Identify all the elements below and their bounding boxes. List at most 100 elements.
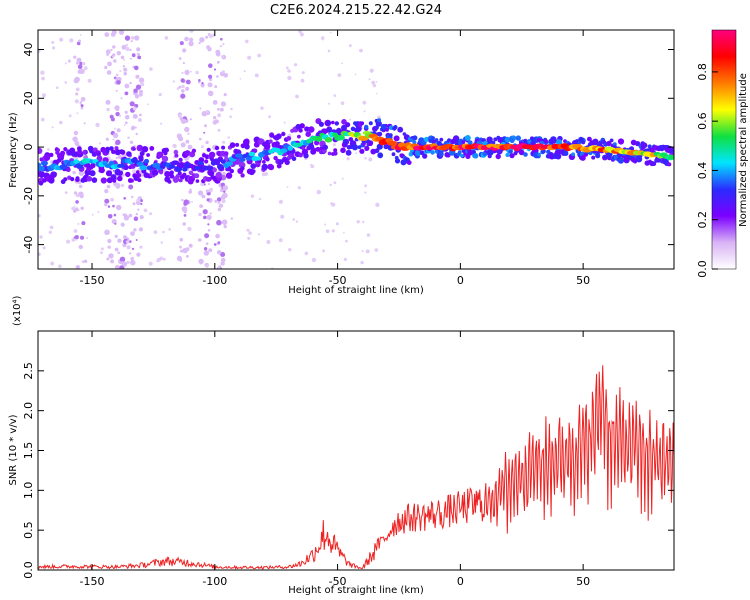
noise-point — [216, 197, 222, 202]
noise-point — [343, 231, 345, 234]
noise-point — [117, 251, 120, 254]
noise-point — [135, 132, 138, 136]
spectrum-point — [505, 152, 510, 158]
y-tick-label: 20 — [22, 91, 35, 105]
spectrum-peak — [217, 163, 223, 170]
noise-point — [198, 212, 202, 217]
noise-point — [104, 198, 110, 204]
spectrum-point — [357, 145, 362, 150]
noise-point — [74, 99, 79, 104]
spectrum-point — [606, 140, 612, 147]
spectrum-peak — [177, 162, 186, 169]
spectrum-peak — [239, 157, 246, 162]
noise-point — [341, 177, 344, 180]
spectrum-peak — [315, 136, 323, 142]
noise-point — [204, 247, 207, 250]
noise-point — [221, 219, 228, 225]
noise-point — [160, 241, 163, 244]
noise-point — [123, 59, 125, 61]
spectrum-point — [509, 153, 515, 159]
noise-point — [135, 212, 138, 216]
noise-point — [135, 84, 142, 90]
spectrum-peak — [212, 158, 221, 164]
noise-point — [104, 65, 108, 70]
noise-point — [222, 43, 225, 46]
noise-point — [200, 83, 205, 88]
noise-point — [105, 49, 111, 55]
noise-point — [337, 73, 342, 77]
noise-point — [116, 128, 121, 133]
spectrogram-panel: -150 -100 -50 0 50 -40 -20 0 20 40 Height of str… — [8, 29, 675, 296]
noise-point — [72, 136, 78, 142]
spectrum-point — [341, 119, 347, 125]
noise-point — [114, 185, 117, 188]
noise-point — [136, 47, 141, 52]
noise-point — [217, 250, 222, 255]
spectrum-point — [397, 126, 404, 133]
spectrum-point — [174, 153, 179, 158]
noise-point — [121, 44, 127, 50]
noise-point — [201, 145, 204, 149]
noise-point — [181, 71, 184, 74]
noise-point — [116, 51, 122, 56]
spectrum-point — [191, 148, 197, 153]
spectrum-point — [177, 171, 182, 176]
x-tick-label: -50 — [329, 274, 347, 287]
spectrum-point — [377, 152, 384, 159]
noise-point — [108, 253, 114, 259]
noise-point — [209, 34, 213, 39]
noise-point — [104, 189, 109, 194]
noise-point — [158, 93, 162, 97]
noise-point — [328, 102, 331, 105]
noise-point — [117, 238, 122, 243]
y-tick-label: 0 — [22, 144, 35, 151]
noise-point — [132, 106, 137, 111]
spectrum-point — [414, 149, 422, 156]
spectrum-point — [38, 181, 44, 186]
y-tick-label: 2.5 — [22, 362, 35, 380]
noise-point — [132, 169, 137, 174]
spectrum-point — [431, 136, 435, 141]
noise-point — [74, 207, 79, 212]
spectrum-point — [467, 140, 473, 146]
spectrum-point — [265, 157, 270, 162]
noise-point — [220, 37, 223, 41]
noise-point — [118, 30, 125, 35]
spectrum-point — [138, 157, 144, 162]
noise-point — [116, 73, 119, 77]
noise-point — [115, 264, 120, 269]
spectrum-point — [571, 152, 575, 157]
noise-point — [183, 199, 189, 205]
spectrum-point — [551, 137, 557, 144]
noise-point — [129, 57, 132, 60]
x-tick-label: 50 — [576, 575, 590, 588]
spectrum-point — [298, 152, 303, 158]
noise-point — [206, 198, 210, 202]
noise-point — [340, 101, 345, 105]
noise-point — [129, 81, 132, 85]
spectrum-point — [508, 149, 513, 154]
spectrum-point — [393, 135, 400, 142]
noise-point — [219, 185, 221, 188]
noise-point — [75, 92, 79, 96]
noise-point — [366, 233, 371, 237]
spectrum-point — [244, 144, 250, 150]
noise-point — [185, 209, 188, 212]
spectrum-point — [243, 138, 250, 146]
noise-point — [104, 203, 108, 207]
noise-point — [67, 59, 72, 63]
spectrum-point — [178, 178, 183, 183]
noise-point — [204, 233, 210, 239]
y-tick-label: -20 — [22, 187, 35, 205]
noise-point — [364, 184, 367, 188]
noise-point — [49, 225, 54, 230]
noise-point — [222, 140, 226, 144]
x-tick-label: 0 — [457, 575, 464, 588]
spectrum-point — [69, 147, 76, 154]
y-tick-label: 2.0 — [22, 402, 35, 420]
noise-point — [136, 198, 141, 203]
noise-point — [300, 78, 305, 83]
noise-point — [153, 230, 158, 235]
colorbar-tick-label: 0.8 — [696, 63, 709, 81]
